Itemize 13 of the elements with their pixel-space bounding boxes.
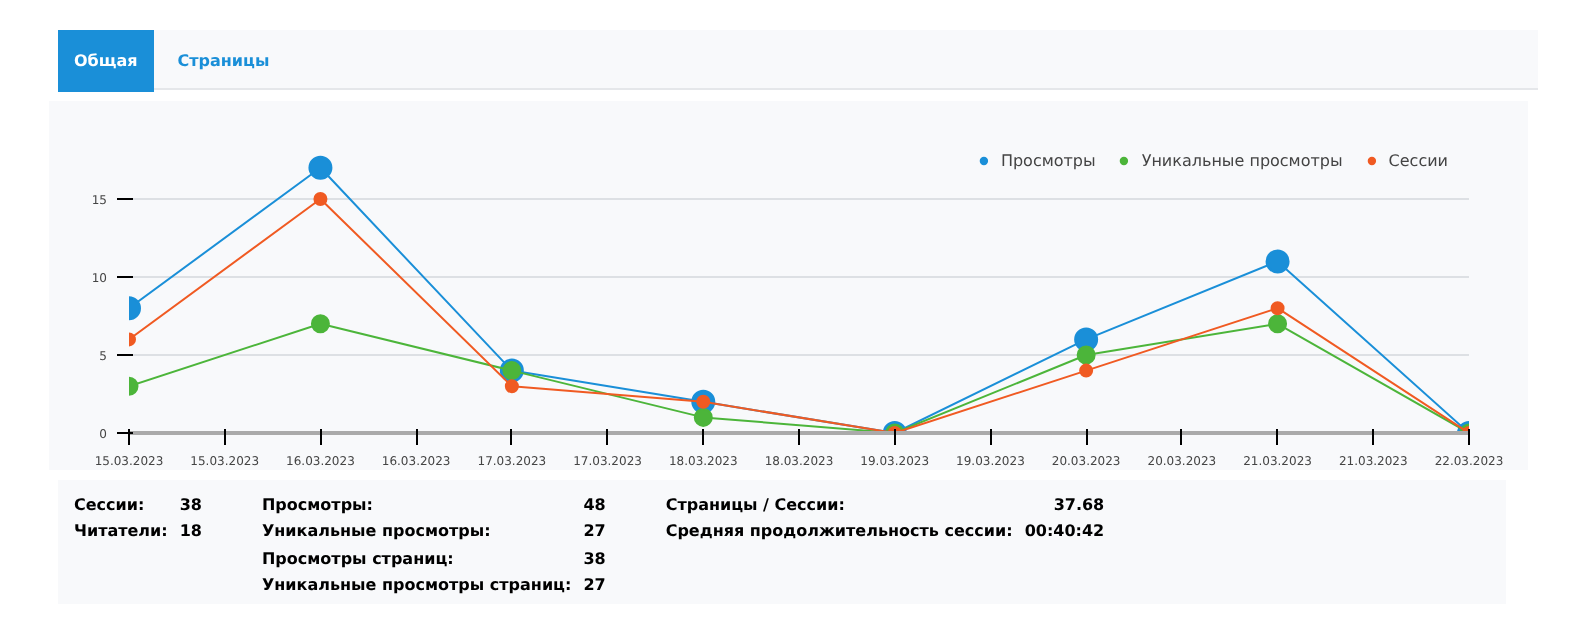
- text: Средняя продолжительность сессии: 00:40:42: [665, 520, 1105, 545]
- text: Просмотры: 48: [261, 496, 606, 514]
- text: Просмотры страниц: 38: [261, 549, 606, 568]
- legend-label: Сессии: [1388, 151, 1448, 169]
- legend-label: Просмотры: [1000, 151, 1096, 169]
- text: Страницы: [175, 50, 272, 74]
- text: Уникальные просмотры: 27: [261, 522, 606, 541]
- text: Читатели: 18: [74, 520, 202, 545]
- text: Сессии: 38: [74, 496, 202, 514]
- legend-label: Уникальные просмотры: [1141, 151, 1343, 169]
- text: Уникальные просмотры страниц: 27: [261, 574, 606, 599]
- text: Страницы / Сессии: 37.68: [665, 496, 1105, 514]
- text: Общая: [58, 30, 154, 93]
